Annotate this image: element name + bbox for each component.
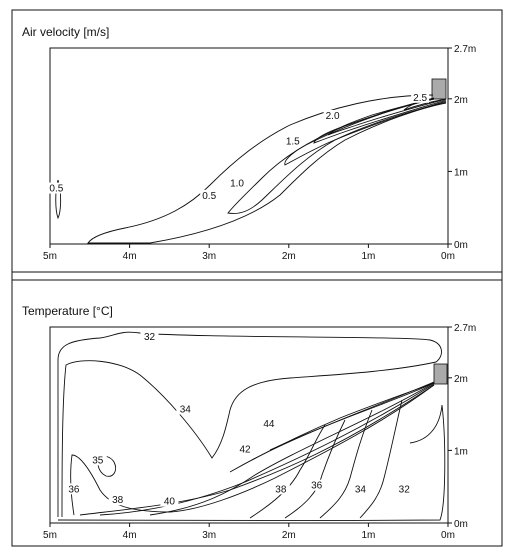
velocity-contour-label-bg xyxy=(283,135,302,147)
temperature-contour-label: 32 xyxy=(399,484,411,495)
temperature-contour-label-bg xyxy=(259,418,278,429)
temperature-contour-label-bg xyxy=(108,494,127,506)
velocity-contour-label: 1.0 xyxy=(230,178,244,189)
temperature-contour-label-bg xyxy=(160,495,179,507)
figure-frame xyxy=(11,9,503,547)
temperature-panel-title: Temperature [°C] xyxy=(22,304,113,318)
temperature-contour-label-bg xyxy=(140,330,159,342)
temperature-contour-label: 32 xyxy=(144,332,156,343)
velocity-contour-label: 1.5 xyxy=(286,136,300,147)
velocity-panel-title: Air velocity [m/s] xyxy=(22,25,109,39)
temperature-contour-label: 35 xyxy=(92,455,104,466)
temperature-contour-labels: 32 34 35 36 38 40 42 44 38 36 34 32 xyxy=(64,330,414,508)
temperature-contour-label-bg xyxy=(88,454,107,466)
temperature-contour-label: 38 xyxy=(275,484,287,495)
velocity-air-inlet xyxy=(431,78,447,100)
temperature-contour-32-top xyxy=(57,331,442,518)
velocity-y-ticks: 0m 1m 2m 2.7m xyxy=(448,44,476,251)
temperature-contour-34-right xyxy=(319,409,373,519)
velocity-contour-label-bg xyxy=(323,109,342,121)
temperature-contour-label: 42 xyxy=(239,444,251,455)
temperature-contour-label-bg xyxy=(307,479,326,491)
velocity-x-tick-label: 2m xyxy=(282,251,296,262)
velocity-x-tick-label: 3m xyxy=(202,251,216,262)
temperature-contour-label: 36 xyxy=(68,484,80,495)
temperature-contour-label: 34 xyxy=(180,404,192,415)
temperature-x-tick-label: 0m xyxy=(441,530,455,541)
temperature-contour-label: 34 xyxy=(355,484,367,495)
temperature-y-tick-label: 2m xyxy=(454,374,468,385)
temperature-contour-label: 38 xyxy=(112,495,124,506)
temperature-contour-label-bg xyxy=(176,403,195,415)
velocity-contour-2.0-inner xyxy=(327,98,447,136)
temperature-contour-label-bg xyxy=(351,483,370,495)
velocity-contour-1.5 xyxy=(284,97,447,166)
temperature-contour-label-bg xyxy=(271,483,290,495)
velocity-contour-labels: 0.5 0.5 1.0 1.5 2.0 2.5 xyxy=(47,91,430,202)
velocity-contour-label: 0.5 xyxy=(202,191,216,202)
velocity-contour-label: 0.5 xyxy=(49,184,63,195)
temperature-contour-label-bg xyxy=(236,443,255,455)
velocity-contour-label-bg xyxy=(200,189,219,201)
temperature-contour-label-bg xyxy=(64,483,83,495)
temperature-x-tick-label: 4m xyxy=(123,530,137,541)
temperature-y-tick-label: 1m xyxy=(454,446,468,457)
velocity-x-tick-label: 1m xyxy=(361,251,375,262)
velocity-contour-2.0 xyxy=(313,98,447,144)
temperature-x-tick-label: 1m xyxy=(361,530,375,541)
velocity-contour-label: 2.5 xyxy=(413,93,427,104)
velocity-contour-0.5-outer xyxy=(87,94,447,244)
temperature-contour-35 xyxy=(97,455,117,477)
temperature-panel: Temperature [°C] 5m 4m 3m 2m 1m 0m 0m 1m 2m 2.7m… xyxy=(22,304,476,541)
velocity-contour-label-bg xyxy=(411,91,430,103)
velocity-x-ticks: 5m 4m 3m 2m 1m 0m xyxy=(43,244,455,262)
velocity-panel: Air velocity [m/s] 5m 4m 3m 2m 1m 0m 0m 1m 2m 2.… xyxy=(22,25,476,262)
temperature-y-tick-label: 2.7m xyxy=(454,323,476,334)
temperature-contour-36-right xyxy=(284,419,346,519)
temperature-contour-38-right xyxy=(249,424,326,519)
velocity-x-tick-label: 4m xyxy=(123,251,137,262)
temperature-contour-32-right xyxy=(359,399,403,519)
temperature-x-tick-label: 2m xyxy=(282,530,296,541)
temperature-y-ticks: 0m 1m 2m 2.7m xyxy=(448,323,476,530)
temperature-air-inlet xyxy=(433,363,448,385)
temperature-y-tick-label: 0m xyxy=(454,519,468,530)
velocity-y-tick-label: 1m xyxy=(454,167,468,178)
velocity-contour-label: 2.0 xyxy=(326,111,340,122)
velocity-contour-label-bg xyxy=(47,182,66,194)
temperature-x-tick-label: 5m xyxy=(43,530,57,541)
temperature-contour-label: 40 xyxy=(164,497,176,508)
temperature-contour-44-inner xyxy=(269,381,435,451)
temperature-x-ticks: 5m 4m 3m 2m 1m 0m xyxy=(43,523,455,541)
temperature-x-tick-label: 3m xyxy=(202,530,216,541)
temperature-plot-area xyxy=(49,326,449,524)
velocity-x-tick-label: 0m xyxy=(441,251,455,262)
temperature-contour-40 xyxy=(149,382,435,516)
temperature-contour-34 xyxy=(70,384,435,516)
temperature-contour-label-bg xyxy=(395,483,414,495)
temperature-contour-36 xyxy=(79,384,435,516)
temperature-contour-label: 36 xyxy=(311,481,323,492)
temperature-contour-label: 44 xyxy=(263,419,275,430)
velocity-y-tick-label: 2m xyxy=(454,95,468,106)
velocity-x-tick-label: 5m xyxy=(43,251,57,262)
velocity-y-tick-label: 0m xyxy=(454,240,468,251)
temperature-contour-44 xyxy=(251,381,435,461)
velocity-y-tick-label: 2.7m xyxy=(454,44,476,55)
velocity-contour-label-bg xyxy=(228,177,247,189)
velocity-plot-area xyxy=(49,47,449,245)
